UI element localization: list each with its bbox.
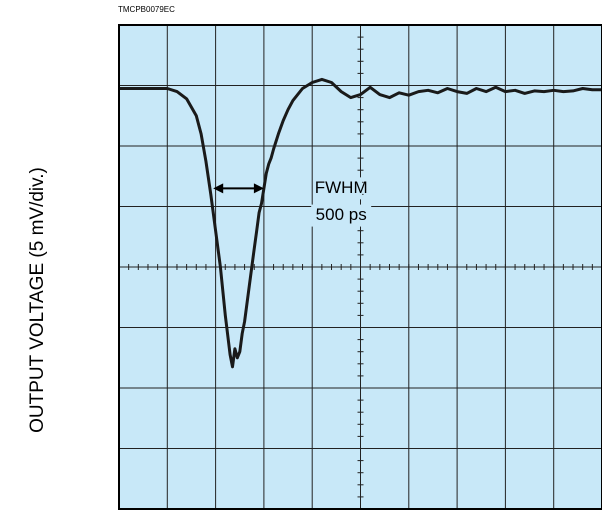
fwhm-arrow-right xyxy=(253,183,264,194)
screen-frame xyxy=(118,24,602,510)
fwhm-arrow-left xyxy=(213,183,224,194)
annotation-background xyxy=(320,177,363,200)
annotation-background xyxy=(311,204,372,227)
fwhm-marker xyxy=(213,183,264,194)
waveform-trace xyxy=(119,77,602,369)
annotations: FWHM 500 ps xyxy=(311,177,372,227)
figure-id: TMCPB0079EC xyxy=(118,5,175,14)
annotation-label: FWHM xyxy=(315,178,368,197)
annotation-label: 500 ps xyxy=(316,205,367,224)
